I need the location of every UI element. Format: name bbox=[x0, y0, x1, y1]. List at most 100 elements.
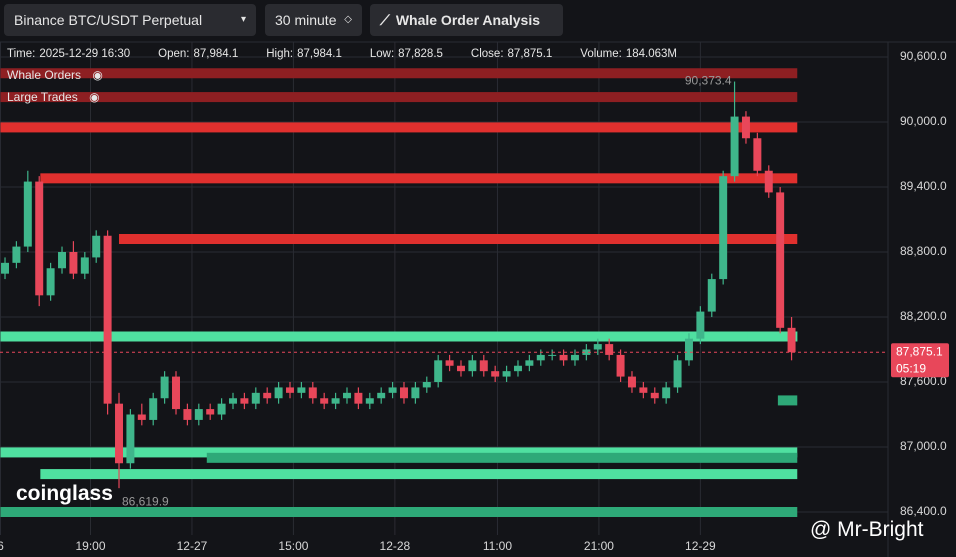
candle-body bbox=[377, 392, 386, 399]
candle-body bbox=[753, 138, 762, 171]
price-tag bbox=[891, 343, 949, 378]
candle-body bbox=[536, 354, 545, 361]
x-tick-label: 15:00 bbox=[278, 539, 308, 553]
symbol: Binance BTC/USDT Perpetual bbox=[14, 12, 203, 28]
candle-body bbox=[286, 387, 294, 393]
candle-body bbox=[399, 387, 408, 399]
legend-item[interactable]: Whale Orders ◉ bbox=[7, 68, 103, 82]
candle-body bbox=[160, 376, 169, 399]
legend-item[interactable]: Large Trades ◉ bbox=[7, 90, 100, 104]
candle-body bbox=[570, 354, 579, 361]
candle-body bbox=[80, 257, 89, 274]
y-tick-label: 87,600.0 bbox=[900, 374, 947, 388]
symbol-select[interactable]: Binance BTC/USDT Perpetual ▾ bbox=[4, 4, 256, 36]
candle-body bbox=[229, 398, 237, 404]
candle-body bbox=[354, 392, 363, 404]
info-field: Time: 2025-12-29 16:30 bbox=[7, 48, 144, 60]
candle-body bbox=[1, 262, 10, 274]
legend-label: Whale Orders bbox=[7, 68, 82, 82]
info-label: High: bbox=[266, 48, 294, 60]
candle-body bbox=[707, 279, 716, 312]
interval: 30 minute bbox=[275, 12, 337, 28]
candle-body bbox=[274, 387, 283, 399]
candle-body bbox=[137, 414, 146, 420]
legend-label: Large Trades bbox=[7, 90, 78, 104]
info-value: 87,984.1 bbox=[297, 48, 342, 60]
candle-body bbox=[206, 409, 215, 415]
candle-body bbox=[172, 376, 180, 410]
whale-order bbox=[40, 173, 798, 184]
whale-order bbox=[0, 447, 798, 458]
candle-body bbox=[445, 360, 454, 366]
candle-body bbox=[194, 409, 203, 420]
x-tick-label: 19:00 bbox=[75, 539, 105, 553]
candle-body bbox=[719, 176, 728, 280]
y-tick-label: 89,400.0 bbox=[900, 179, 947, 193]
info-field: High: 87,984.1 bbox=[266, 48, 356, 60]
candle-body bbox=[548, 354, 557, 356]
y-tick-label: 88,800.0 bbox=[900, 244, 947, 258]
info-label: Low: bbox=[369, 48, 395, 60]
y-tick-label: 87,000.0 bbox=[900, 439, 947, 453]
info-value: 87,875.1 bbox=[507, 48, 553, 60]
x-tick-label: 21:00 bbox=[584, 539, 614, 553]
info-field: Low: 87,828.5 bbox=[370, 48, 457, 60]
candle-body bbox=[240, 398, 249, 404]
info-field: Open: 87,984.1 bbox=[158, 48, 252, 60]
candle-body bbox=[411, 387, 420, 399]
info-value: 87,828.5 bbox=[398, 48, 443, 60]
watermark: coinglass bbox=[16, 482, 113, 505]
x-tick-label: 12-29 bbox=[685, 539, 716, 553]
candle-body bbox=[513, 365, 522, 372]
y-tick-label: 88,200.0 bbox=[900, 309, 947, 323]
candle-body bbox=[639, 387, 648, 393]
candle-body bbox=[297, 387, 306, 393]
info-field: Volume: 184.063M bbox=[580, 48, 691, 60]
whale-order bbox=[40, 469, 798, 480]
x-tick-label: 11:00 bbox=[483, 539, 512, 553]
info-value: 87,984.1 bbox=[193, 48, 239, 60]
candle-body bbox=[776, 192, 785, 328]
candle-body bbox=[741, 116, 750, 139]
annotation: 86,619.9 bbox=[122, 494, 169, 508]
price-label: 87,875.1 bbox=[896, 344, 943, 358]
whale-order bbox=[777, 395, 798, 406]
candle-body bbox=[662, 387, 671, 399]
candle-body bbox=[764, 170, 773, 193]
y-tick-label: 90,600.0 bbox=[900, 49, 947, 63]
whale-order bbox=[206, 452, 798, 463]
candle-body bbox=[12, 246, 21, 263]
candle-body bbox=[35, 181, 44, 296]
candle-body bbox=[46, 268, 55, 296]
candle-body bbox=[331, 398, 340, 404]
candle-body bbox=[730, 116, 739, 177]
candle-body bbox=[525, 360, 534, 366]
x-tick-label: 6 bbox=[0, 539, 4, 553]
candle-body bbox=[673, 360, 682, 388]
candle-body bbox=[787, 327, 796, 353]
interval-select[interactable]: 30 minute ◇ bbox=[265, 4, 362, 36]
candle-body bbox=[251, 392, 260, 404]
candle-body bbox=[627, 376, 636, 388]
candle-body bbox=[593, 344, 602, 350]
candle-body bbox=[103, 235, 112, 404]
candle-body bbox=[126, 414, 135, 464]
x-tick-label: 12-27 bbox=[177, 539, 208, 553]
whale-order bbox=[0, 507, 798, 517]
info-line: Time: 2025-12-29 16:30 Open: 87,984.1 High: 8… bbox=[7, 48, 705, 60]
analysis-button[interactable]: ⟋ Whale Order Analysis bbox=[370, 4, 563, 36]
candle-body bbox=[388, 387, 397, 393]
info-label: Open: bbox=[158, 48, 190, 60]
candle-body bbox=[422, 382, 431, 388]
candle-body bbox=[183, 409, 192, 420]
candle-body bbox=[308, 387, 317, 399]
y-tick-label: 90,000.0 bbox=[900, 114, 947, 128]
candle-body bbox=[559, 354, 568, 361]
candle-body bbox=[69, 252, 78, 274]
candle-body bbox=[502, 371, 511, 377]
info-label: Time: bbox=[7, 48, 36, 60]
candle-body bbox=[320, 398, 329, 404]
analysis: Whale Order Analysis bbox=[395, 12, 541, 28]
candle-body bbox=[491, 371, 500, 377]
